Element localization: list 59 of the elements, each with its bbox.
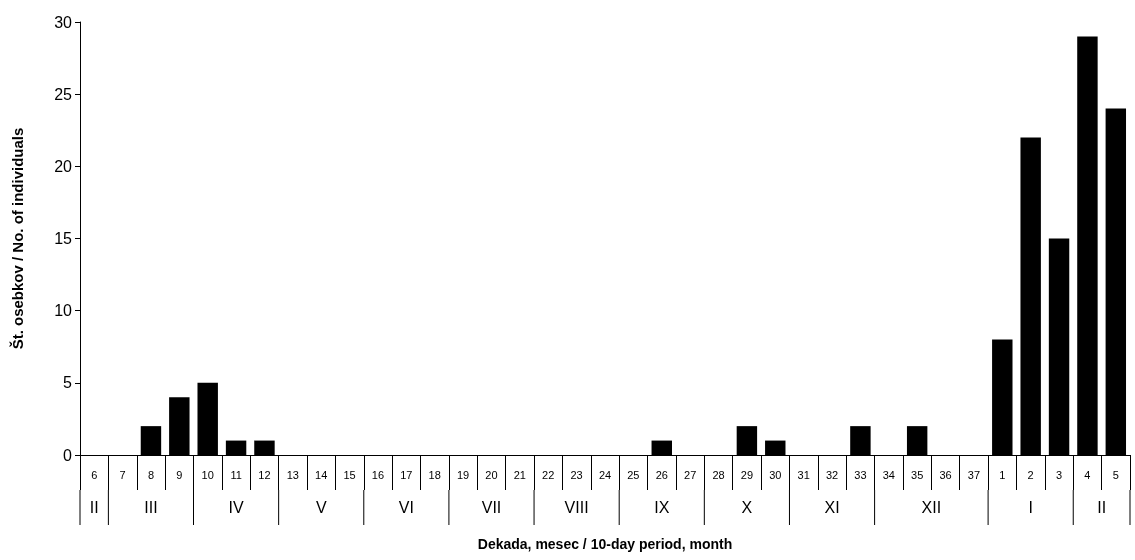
text: XI: [824, 498, 840, 516]
y-tick-label: 0: [63, 446, 73, 464]
x-tick-label: 22: [542, 468, 555, 481]
x-tick-label: 9: [176, 468, 183, 481]
x-tick-label: 19: [456, 468, 470, 481]
x-tick-label: 26: [655, 468, 668, 481]
text: VIII: [564, 498, 589, 516]
x-tick-label: 2: [1027, 468, 1034, 481]
y-tick-label: 30: [54, 13, 73, 31]
x-tick-label: 4: [1084, 468, 1091, 481]
x-tick-label: 15: [343, 468, 356, 481]
x-tick-label: 16: [371, 468, 385, 481]
y-axis-title: Št. osebkov / No. of individuals: [9, 127, 26, 350]
x-tick-label: 37: [967, 468, 981, 481]
x-tick-label: 36: [939, 468, 952, 481]
x-tick-label: 33: [854, 468, 867, 481]
x-tick-label: 35: [911, 468, 924, 481]
text: IX: [654, 498, 670, 516]
x-tick-label: 25: [627, 468, 640, 481]
x-tick-label: 18: [428, 468, 441, 481]
x-tick-label: 34: [882, 468, 895, 481]
text: II: [89, 498, 99, 516]
x-tick-label: 24: [598, 468, 612, 481]
text: V: [315, 498, 327, 516]
text: VI: [398, 498, 414, 516]
x-tick-label: 7: [119, 468, 126, 481]
x-tick-label: 20: [485, 468, 498, 481]
y-tick-label: 25: [54, 85, 73, 103]
x-tick-label: 27: [684, 468, 697, 481]
x-tick-label: 30: [769, 468, 782, 481]
x-tick-label: 6: [91, 468, 98, 481]
text: XII: [921, 498, 942, 516]
text: X: [741, 498, 753, 516]
y-tick-label: 10: [54, 302, 73, 320]
text: II: [1097, 498, 1107, 516]
text: I: [1028, 498, 1033, 516]
x-tick-label: 10: [201, 468, 214, 481]
x-tick-label: 17: [400, 468, 413, 481]
x-tick-label: 14: [315, 468, 328, 481]
x-tick-label: 12: [258, 468, 271, 481]
x-tick-label: 29: [740, 468, 754, 481]
text: III: [144, 498, 158, 516]
x-tick-label: 8: [147, 468, 155, 481]
x-tick-label: 1: [999, 468, 1006, 481]
x-tick-label: 32: [825, 468, 839, 481]
y-tick-label: 15: [54, 230, 73, 247]
x-axis-title: Dekada, mesec / 10-day period, month: [477, 536, 733, 552]
x-tick-label: 23: [570, 468, 583, 481]
text: VII: [481, 498, 502, 516]
x-tick-label: 3: [1055, 468, 1063, 481]
x-tick-label: 13: [286, 468, 299, 481]
y-tick-label: 5: [63, 374, 73, 392]
text: IV: [228, 498, 244, 516]
x-tick-label: 11: [230, 468, 242, 481]
y-tick-label: 20: [54, 157, 73, 175]
x-tick-label: 21: [513, 468, 526, 481]
x-tick-label: 28: [712, 468, 725, 481]
x-tick-label: 31: [797, 468, 810, 481]
x-tick-label: 5: [1112, 468, 1119, 481]
